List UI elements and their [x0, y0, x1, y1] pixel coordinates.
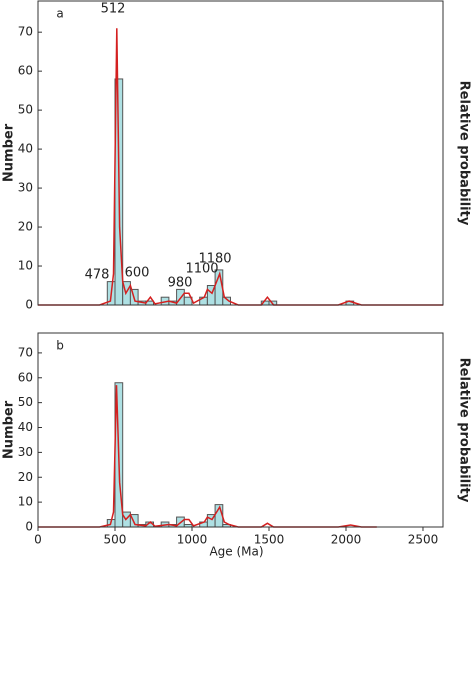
y-tick-label: 10 — [18, 259, 33, 273]
x-tick-label: 1000 — [177, 533, 208, 547]
y2-axis-title: Relative probability — [457, 81, 472, 226]
y-tick-label: 10 — [18, 495, 33, 509]
x-tick-label: 1500 — [254, 533, 285, 547]
x-tick-label: 0 — [34, 533, 42, 547]
y-tick-label: 70 — [18, 25, 33, 39]
y-tick-label: 30 — [18, 181, 33, 195]
y-tick-label: 20 — [18, 220, 33, 234]
panel-label: b — [56, 339, 64, 353]
y-axis-title: Number — [2, 400, 17, 459]
probability-curve — [38, 385, 377, 528]
y-tick-label: 30 — [18, 445, 33, 459]
peak-annotation: 600 — [125, 266, 150, 281]
x-tick-label: 2500 — [408, 533, 439, 547]
x-tick-label: 2000 — [331, 533, 362, 547]
y-tick-label: 40 — [18, 420, 33, 434]
peak-annotation: 1100 — [185, 262, 218, 277]
y2-axis-title: Relative probability — [457, 358, 472, 503]
peak-annotation: 512 — [101, 2, 126, 17]
x-axis-title: Age (Ma) — [209, 545, 263, 559]
probability-curve — [38, 28, 443, 306]
peak-annotation: 478 — [85, 268, 110, 283]
plot-frame — [37, 332, 444, 528]
y-tick-label: 60 — [18, 64, 33, 78]
y-tick-label: 60 — [18, 370, 33, 384]
peak-annotation: 980 — [168, 276, 193, 291]
y-tick-label: 20 — [18, 470, 33, 484]
y-tick-label: 50 — [18, 395, 33, 409]
y-tick-label: 0 — [25, 520, 33, 534]
x-tick-label: 500 — [104, 533, 127, 547]
y-tick-label: 0 — [25, 298, 33, 312]
y-axis-title: Number — [2, 123, 17, 182]
y-tick-label: 40 — [18, 142, 33, 156]
y-tick-label: 70 — [18, 345, 33, 359]
y-tick-label: 50 — [18, 103, 33, 117]
peak-annotation: 1180 — [198, 252, 231, 267]
panel-label: a — [56, 7, 63, 21]
plot-frame — [37, 0, 444, 306]
